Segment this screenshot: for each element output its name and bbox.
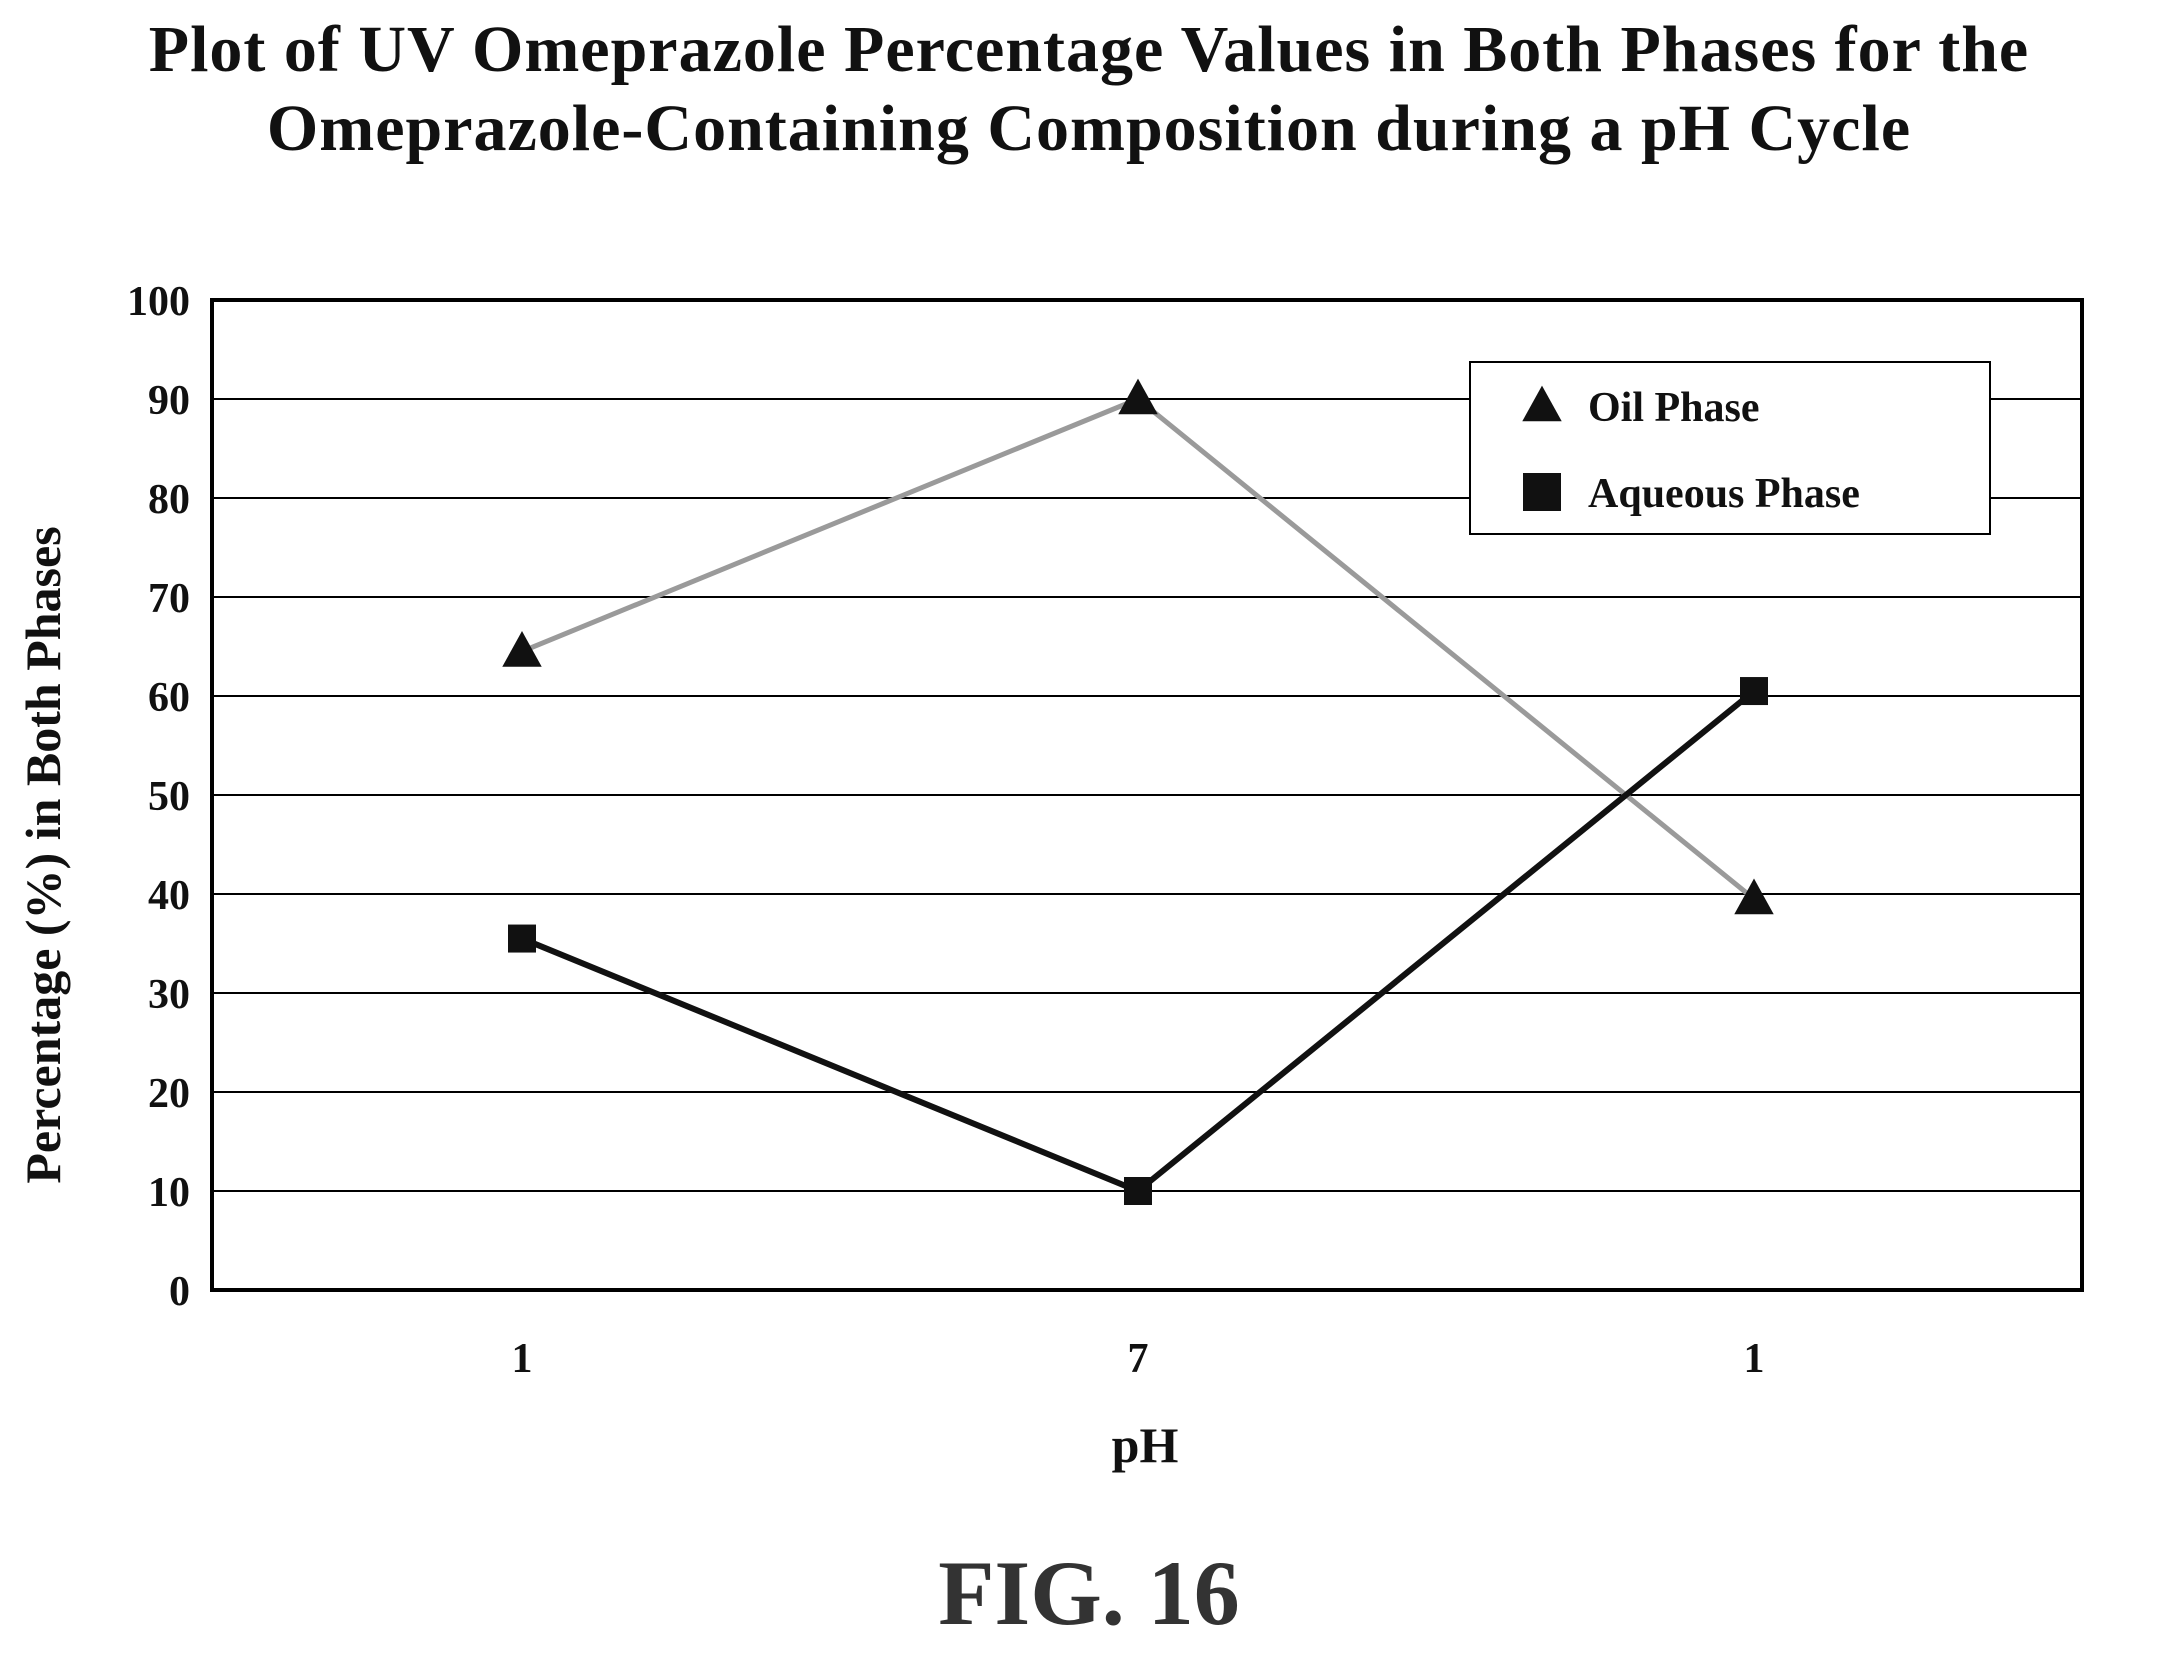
data-point-triangle <box>502 631 542 667</box>
y-tick-label: 0 <box>169 1269 190 1315</box>
y-tick-label: 80 <box>148 477 190 523</box>
legend-square-marker <box>1523 473 1561 511</box>
y-tick-label: 90 <box>148 378 190 424</box>
x-tick-label: 1 <box>512 1336 533 1382</box>
plot-area-frame <box>210 298 2084 1292</box>
title-line-1: Plot of UV Omeprazole Percentage Values … <box>148 13 2030 86</box>
data-point-square <box>508 924 536 953</box>
x-axis-label: pH <box>1112 1417 1179 1473</box>
y-tick-label: 70 <box>148 576 190 622</box>
data-point-square <box>1740 677 1768 706</box>
legend-triangle-marker <box>1522 385 1562 422</box>
y-axis-label: Percentage (%) in Both Phases <box>15 526 71 1183</box>
x-tick-label: 1 <box>1744 1336 1765 1382</box>
figure-label: FIG. 16 <box>938 1542 1240 1644</box>
data-point-square <box>1124 1177 1152 1205</box>
title-line-2: Omeprazole-Containing Composition during… <box>266 92 1912 166</box>
y-tick-label: 30 <box>148 972 190 1018</box>
legend-label: Oil Phase <box>1588 385 1760 431</box>
series-line-aqueous-phase <box>520 688 1756 1195</box>
y-tick-label: 40 <box>148 873 190 919</box>
y-tick-label: 10 <box>148 1170 190 1216</box>
y-tick-label: 20 <box>148 1071 190 1117</box>
y-tick-label: 60 <box>148 675 190 721</box>
data-point-triangle <box>1734 878 1774 915</box>
x-tick-label: 7 <box>1128 1336 1149 1382</box>
data-point-triangle <box>1118 378 1158 415</box>
y-tick-label: 100 <box>127 279 190 325</box>
chart-title: Plot of UV Omeprazole Percentage Values … <box>0 10 2178 168</box>
y-tick-label: 50 <box>148 774 190 820</box>
legend-label: Aqueous Phase <box>1588 471 1860 517</box>
